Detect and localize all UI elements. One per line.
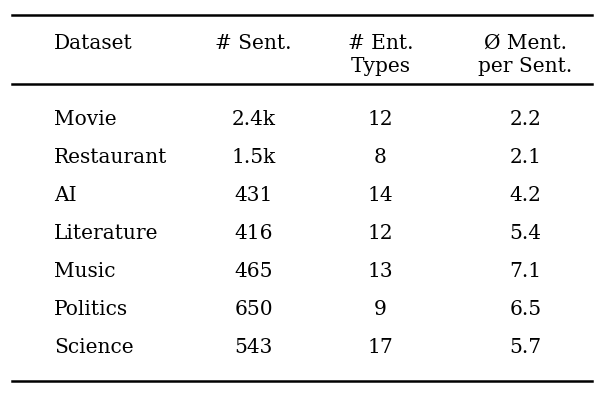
Text: 17: 17	[368, 337, 393, 357]
Text: 5.7: 5.7	[509, 337, 542, 357]
Text: 7.1: 7.1	[509, 262, 542, 281]
Text: 4.2: 4.2	[510, 186, 541, 204]
Text: 14: 14	[368, 186, 393, 204]
Text: Ø Ment.: Ø Ment.	[484, 34, 567, 52]
Text: 2.2: 2.2	[510, 110, 541, 129]
Text: Politics: Politics	[54, 300, 129, 319]
Text: AI: AI	[54, 186, 77, 204]
Text: 12: 12	[368, 224, 393, 243]
Text: Music: Music	[54, 262, 116, 281]
Text: 2.1: 2.1	[510, 148, 541, 166]
Text: 13: 13	[368, 262, 393, 281]
Text: 2.4k: 2.4k	[232, 110, 275, 129]
Text: 12: 12	[368, 110, 393, 129]
Text: 416: 416	[234, 224, 273, 243]
Text: 650: 650	[234, 300, 273, 319]
Text: Restaurant: Restaurant	[54, 148, 168, 166]
Text: 8: 8	[374, 148, 387, 166]
Text: 1.5k: 1.5k	[231, 148, 276, 166]
Text: Literature: Literature	[54, 224, 159, 243]
Text: 9: 9	[374, 300, 387, 319]
Text: 431: 431	[234, 186, 273, 204]
Text: Types: Types	[350, 57, 411, 76]
Text: # Sent.: # Sent.	[216, 34, 292, 52]
Text: # Ent.: # Ent.	[348, 34, 413, 52]
Text: 5.4: 5.4	[510, 224, 541, 243]
Text: Movie: Movie	[54, 110, 117, 129]
Text: 6.5: 6.5	[509, 300, 542, 319]
Text: 465: 465	[234, 262, 273, 281]
Text: 543: 543	[234, 337, 273, 357]
Text: Science: Science	[54, 337, 134, 357]
Text: Dataset: Dataset	[54, 34, 133, 52]
Text: per Sent.: per Sent.	[478, 57, 573, 76]
